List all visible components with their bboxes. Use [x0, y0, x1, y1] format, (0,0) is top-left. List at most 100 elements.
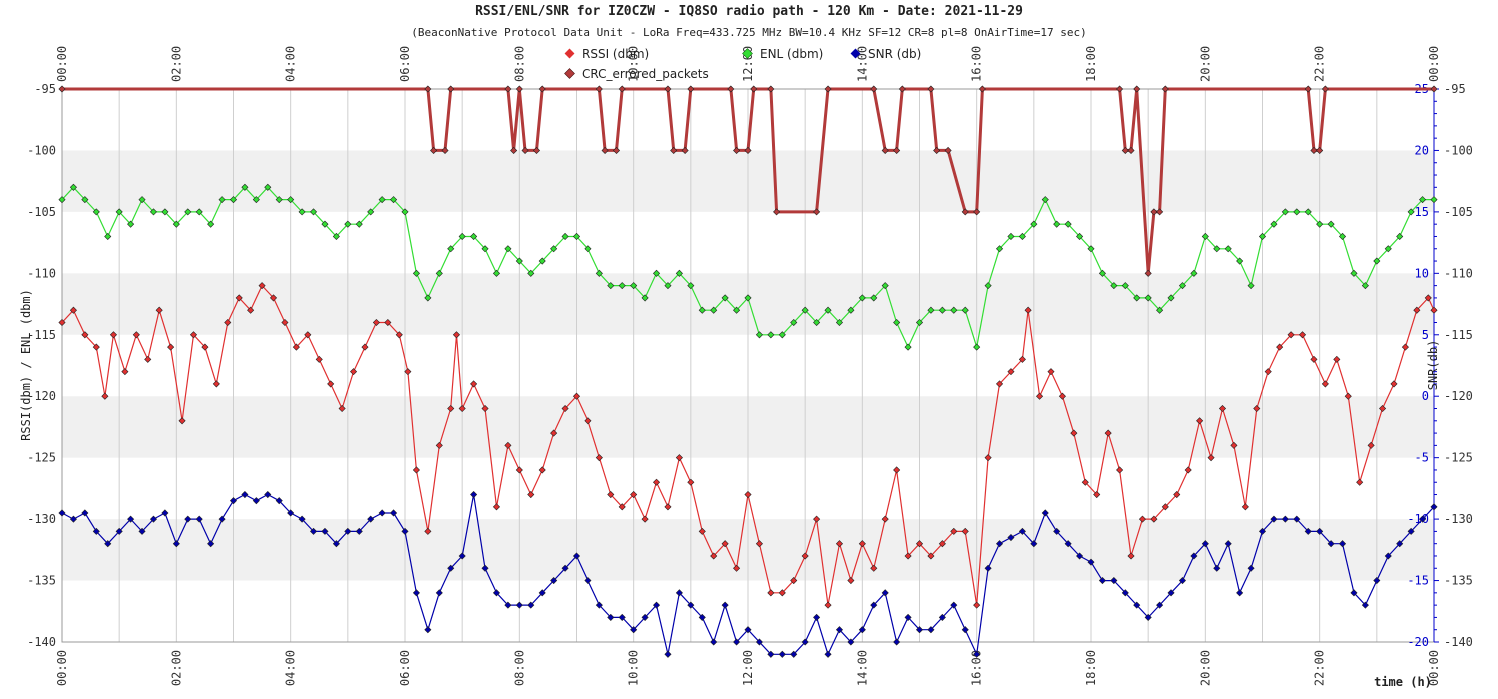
data-point-crc-errored-packets [944, 146, 952, 154]
data-point-crc-errored-packets [1321, 85, 1329, 93]
data-point-snr-db [492, 589, 501, 597]
data-point-enl-dbm [492, 269, 501, 277]
data-point-enl-dbm [1327, 220, 1335, 228]
data-point-enl-dbm [401, 208, 409, 216]
x-tick-label-bottom: 16:00 [970, 650, 984, 686]
data-point-crc-errored-packets [687, 85, 695, 93]
data-point-snr-db [447, 564, 455, 572]
data-point-snr-db [1350, 589, 1358, 597]
data-point-rssi-dbm [1138, 515, 1146, 523]
data-point-snr-db [870, 601, 878, 609]
data-point-enl-dbm [229, 196, 238, 204]
data-point-rssi-dbm [101, 392, 109, 400]
y-tick-label-right: -110 [1444, 266, 1473, 280]
data-point-snr-db [1247, 564, 1255, 572]
data-point-rssi-dbm [1241, 503, 1249, 511]
data-point-enl-dbm [1270, 220, 1278, 228]
data-point-snr-db [698, 613, 706, 621]
data-point-rssi-dbm [178, 417, 186, 425]
x-tick-label-bottom: 00:00 [1427, 650, 1441, 686]
data-point-snr-db [973, 650, 981, 658]
data-point-snr-db [390, 509, 398, 517]
data-point-snr-db [367, 515, 375, 523]
data-point-rssi-dbm [1196, 417, 1204, 425]
data-point-enl-dbm [1144, 294, 1152, 302]
data-point-rssi-dbm [1321, 380, 1329, 388]
y-tick-label-left: -130 [27, 512, 56, 526]
data-point-crc-errored-packets [670, 146, 678, 154]
chart-title: RSSI/ENL/SNR for IZ0CZW - IQ8SO radio pa… [475, 4, 1023, 19]
data-point-enl-dbm [847, 306, 855, 314]
data-point-rssi-dbm [189, 331, 198, 339]
data-point-enl-dbm [309, 208, 318, 216]
y-tick-label-left: -120 [27, 389, 56, 403]
y-tick-label-right: -100 [1444, 143, 1473, 157]
data-point-enl-dbm [561, 232, 569, 241]
data-point-enl-dbm [778, 331, 786, 339]
data-point-rssi-dbm [1264, 368, 1272, 376]
data-point-snr-db [1384, 552, 1392, 560]
data-point-enl-dbm [184, 208, 192, 216]
data-point-rssi-dbm [121, 368, 129, 376]
data-point-crc-errored-packets [881, 146, 889, 154]
y-tick-label-left: -140 [27, 635, 56, 649]
y-tick-label-snr: 5 [1422, 328, 1429, 342]
data-point-snr-db [1270, 515, 1278, 523]
data-point-rssi-dbm [1058, 392, 1066, 400]
data-point-crc-errored-packets [1144, 269, 1152, 277]
data-point-rssi-dbm [961, 527, 969, 535]
data-point-enl-dbm [367, 208, 375, 216]
data-point-enl-dbm [344, 220, 352, 228]
data-point-snr-db [595, 601, 603, 609]
data-point-enl-dbm [1396, 232, 1404, 241]
data-point-rssi-dbm [481, 404, 489, 413]
data-point-snr-db [115, 527, 123, 535]
data-point-enl-dbm [1281, 208, 1289, 216]
data-point-rssi-dbm [984, 454, 992, 462]
data-point-snr-db [550, 577, 558, 585]
data-point-snr-db [58, 509, 66, 517]
data-point-rssi-dbm [801, 552, 809, 560]
data-point-rssi-dbm [595, 454, 603, 462]
data-point-rssi-dbm [338, 404, 346, 413]
data-point-rssi-dbm [1150, 515, 1158, 523]
data-point-snr-db [1258, 527, 1267, 535]
data-point-snr-db [1213, 564, 1221, 572]
data-point-rssi-dbm [630, 490, 638, 499]
y-tick-label-snr: -15 [1407, 574, 1429, 588]
x-tick-label-bottom: 14:00 [855, 650, 869, 686]
data-point-snr-db [881, 589, 889, 597]
data-point-snr-db [172, 540, 180, 548]
data-point-rssi-dbm [1230, 441, 1238, 449]
data-point-enl-dbm [424, 294, 432, 302]
data-point-snr-db [1087, 558, 1095, 566]
data-point-snr-db [1007, 534, 1015, 542]
data-point-rssi-dbm [435, 441, 443, 449]
data-point-snr-db [1064, 540, 1072, 548]
data-point-enl-dbm [995, 245, 1004, 253]
data-point-crc-errored-packets [1116, 85, 1124, 93]
data-point-crc-errored-packets [1304, 85, 1312, 93]
data-point-rssi-dbm [950, 527, 958, 535]
x-tick-label-top: 00:00 [1427, 46, 1441, 82]
data-point-rssi-dbm [515, 466, 523, 474]
data-point-snr-db [298, 515, 306, 523]
data-point-rssi-dbm [81, 331, 89, 339]
data-point-enl-dbm [1304, 208, 1312, 216]
data-point-snr-db [309, 527, 318, 535]
data-point-rssi-dbm [452, 331, 460, 339]
data-point-rssi-dbm [1430, 306, 1438, 314]
data-point-rssi-dbm [813, 515, 821, 523]
data-point-rssi-dbm [721, 540, 729, 548]
data-point-enl-dbm [138, 196, 146, 204]
data-point-snr-db [195, 515, 203, 523]
data-point-enl-dbm [664, 282, 672, 290]
x-tick-label-top: 04:00 [284, 46, 298, 82]
data-point-snr-db [652, 601, 661, 609]
data-point-enl-dbm [1338, 232, 1347, 241]
data-point-rssi-dbm [698, 527, 706, 535]
x-ticks-bottom: 00:00 02:00 04:00 06:00 08:00 10:00 12:00 14:00… [55, 650, 1441, 686]
data-point-enl-dbm [172, 220, 180, 228]
data-point-rssi-dbm [1036, 392, 1044, 400]
